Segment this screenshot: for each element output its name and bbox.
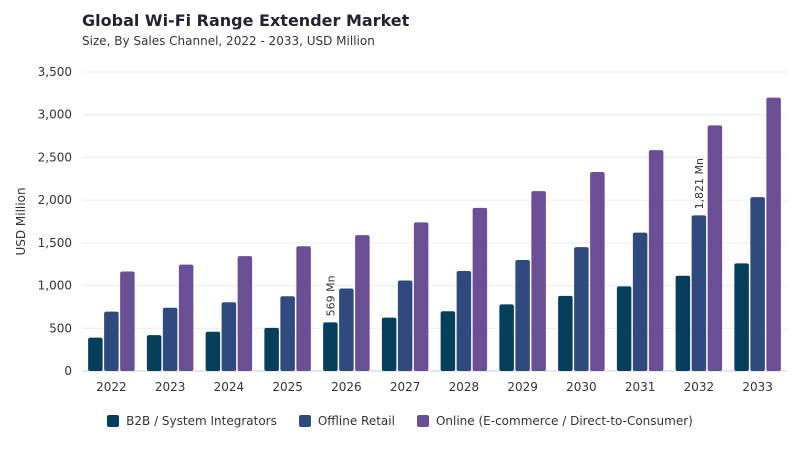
- x-tick-label: 2029: [507, 380, 538, 394]
- bar-b2b-2025: [264, 327, 279, 371]
- bar-offline-2029: [515, 259, 530, 371]
- y-axis-label: USD Million: [14, 187, 28, 255]
- y-tick-label: 3,000: [38, 108, 72, 122]
- x-tick-label: 2025: [272, 380, 303, 394]
- bar-b2b-2029: [499, 304, 514, 371]
- bar-b2b-2031: [616, 286, 632, 371]
- y-tick-label: 1,000: [38, 279, 72, 293]
- legend-label-b2b: B2B / System Integrators: [126, 414, 277, 428]
- bar-online-2033: [766, 97, 781, 371]
- legend-item-online: Online (E-commerce / Direct-to-Consumer): [416, 414, 693, 428]
- x-tick-label: 2023: [155, 380, 186, 394]
- bar-online-2029: [531, 191, 546, 371]
- bar-offline-2026: [339, 288, 354, 371]
- bar-b2b-2033: [734, 263, 749, 371]
- bar-offline-2023: [162, 307, 178, 371]
- x-tick-label: 2031: [625, 380, 656, 394]
- y-tick-label: 2,500: [38, 150, 72, 164]
- x-tick-label: 2028: [449, 380, 480, 394]
- chart-title: Global Wi-Fi Range Extender Market: [82, 11, 410, 30]
- bar-online-2024: [237, 256, 253, 371]
- bar-b2b-2032: [675, 275, 691, 371]
- bar-online-2028: [472, 207, 488, 371]
- legend-item-offline-retail: Offline Retail: [298, 414, 395, 428]
- data-label: 1,821 Mn: [693, 158, 706, 209]
- bar-offline-2032: [691, 215, 707, 371]
- bar-offline-2024: [221, 302, 237, 371]
- legend-label-online: Online (E-commerce / Direct-to-Consumer): [435, 414, 693, 428]
- bar-offline-2031: [632, 232, 648, 371]
- x-tick-label: 2032: [684, 380, 715, 394]
- bar-chart: 0 500 1,000 1,500 2,000 2,500 3,000 3,500 USD Mi…: [14, 65, 787, 394]
- bar-online-2026: [355, 235, 370, 371]
- x-tick-label: 2027: [390, 380, 421, 394]
- bar-online-2023: [178, 264, 194, 371]
- bar-b2b-2027: [381, 317, 397, 371]
- x-tick-label: 2030: [566, 380, 597, 394]
- legend-swatch-b2b: [107, 415, 120, 427]
- bar-b2b-2023: [146, 335, 162, 371]
- y-tick-label: 0: [64, 364, 72, 378]
- data-label: 569 Mn: [324, 275, 337, 316]
- bar-online-2031: [648, 150, 664, 371]
- chart-subtitle: Size, By Sales Channel, 2022 - 2033, USD…: [82, 34, 375, 48]
- bar-online-2027: [413, 222, 429, 371]
- chart-legend: B2B / System Integrators Offline Retail …: [0, 414, 800, 428]
- x-tick-label: 2024: [214, 380, 245, 394]
- bar-b2b-2022: [88, 337, 103, 371]
- bar-b2b-2024: [205, 331, 221, 371]
- bar-offline-2022: [104, 311, 119, 371]
- bar-b2b-2028: [440, 311, 456, 371]
- bar-online-2025: [296, 246, 311, 371]
- bar-online-2032: [707, 125, 723, 372]
- y-tick-label: 3,500: [38, 65, 72, 79]
- bar-online-2030: [590, 171, 605, 371]
- bar-offline-2030: [574, 247, 589, 371]
- bar-b2b-2026: [323, 322, 338, 371]
- bar-offline-2028: [456, 271, 472, 371]
- bar-offline-2033: [750, 197, 765, 371]
- legend-swatch-offline-retail: [298, 415, 311, 427]
- bar-online-2022: [120, 271, 135, 371]
- y-tick-label: 1,500: [38, 236, 72, 250]
- y-tick-label: 500: [49, 321, 72, 335]
- x-tick-label: 2033: [742, 380, 773, 394]
- bar-b2b-2030: [558, 295, 573, 371]
- y-tick-label: 2,000: [38, 193, 72, 207]
- legend-item-b2b: B2B / System Integrators: [107, 414, 277, 428]
- x-tick-label: 2022: [96, 380, 127, 394]
- bar-offline-2025: [280, 296, 295, 371]
- x-tick-label: 2026: [331, 380, 362, 394]
- bar-offline-2027: [397, 280, 413, 371]
- legend-swatch-online: [416, 415, 429, 427]
- legend-label-offline-retail: Offline Retail: [317, 414, 395, 428]
